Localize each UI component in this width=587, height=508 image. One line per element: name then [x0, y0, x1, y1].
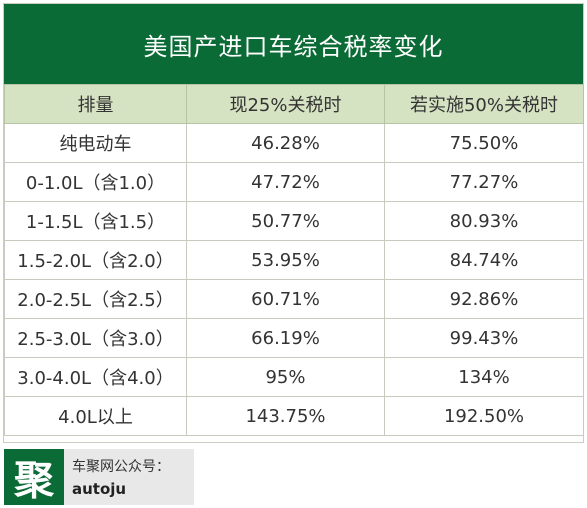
cell-displacement: 纯电动车: [4, 123, 187, 163]
table-row: 3.0-4.0L（含4.0） 95% 134%: [4, 357, 584, 397]
logo-char: 聚: [14, 458, 54, 504]
table-title: 美国产进口车综合税率变化: [4, 4, 583, 84]
cell-displacement: 2.0-2.5L（含2.5）: [4, 279, 187, 319]
cell-displacement: 1-1.5L（含1.5）: [4, 201, 187, 241]
cell-displacement: 2.5-3.0L（含3.0）: [4, 318, 187, 358]
source-watermark: 聚 车聚网公众号： autoju: [4, 449, 194, 505]
cell-proposed: 77.27%: [384, 162, 584, 202]
cell-proposed: 92.86%: [384, 279, 584, 319]
cell-proposed: 84.74%: [384, 240, 584, 280]
cell-proposed: 134%: [384, 357, 584, 397]
autoju-logo: 聚: [4, 449, 64, 505]
cell-current: 50.77%: [186, 201, 385, 241]
cell-current: 53.95%: [186, 240, 385, 280]
cell-displacement: 3.0-4.0L（含4.0）: [4, 357, 187, 397]
footer-text: 车聚网公众号： autoju: [64, 449, 194, 505]
cell-proposed: 80.93%: [384, 201, 584, 241]
cell-current: 143.75%: [186, 396, 385, 436]
table-title-text: 美国产进口车综合税率变化: [143, 32, 444, 61]
table-frame: [3, 3, 584, 443]
header-proposed-tariff: 若实施50%关税时: [384, 84, 584, 124]
cell-current: 60.71%: [186, 279, 385, 319]
table-row: 2.0-2.5L（含2.5） 60.71% 92.86%: [4, 279, 584, 319]
cell-proposed: 99.43%: [384, 318, 584, 358]
table-row: 1-1.5L（含1.5） 50.77% 80.93%: [4, 201, 584, 241]
header-displacement: 排量: [4, 84, 187, 124]
footer-account-name: autoju: [72, 480, 127, 498]
cell-current: 95%: [186, 357, 385, 397]
cell-current: 47.72%: [186, 162, 385, 202]
table-row: 1.5-2.0L（含2.0） 53.95% 84.74%: [4, 240, 584, 280]
cell-current: 46.28%: [186, 123, 385, 163]
cell-proposed: 75.50%: [384, 123, 584, 163]
cell-displacement: 4.0L以上: [4, 396, 187, 436]
cell-displacement: 1.5-2.0L（含2.0）: [4, 240, 187, 280]
cell-proposed: 192.50%: [384, 396, 584, 436]
tax-rate-table: 排量 现25%关税时 若实施50%关税时 纯电动车 46.28% 75.50% …: [4, 84, 584, 436]
header-current-tariff: 现25%关税时: [186, 84, 385, 124]
table-row: 0-1.0L（含1.0） 47.72% 77.27%: [4, 162, 584, 202]
table-header-row: 排量 现25%关税时 若实施50%关税时: [4, 84, 584, 124]
footer-account-label: 车聚网公众号：: [72, 459, 170, 475]
table-row: 4.0L以上 143.75% 192.50%: [4, 396, 584, 436]
table-row: 2.5-3.0L（含3.0） 66.19% 99.43%: [4, 318, 584, 358]
table-row: 纯电动车 46.28% 75.50%: [4, 123, 584, 163]
cell-displacement: 0-1.0L（含1.0）: [4, 162, 187, 202]
cell-current: 66.19%: [186, 318, 385, 358]
